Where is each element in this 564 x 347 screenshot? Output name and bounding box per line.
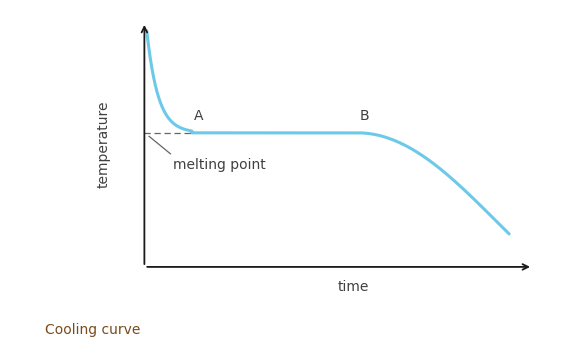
Text: time: time (337, 280, 368, 294)
Text: Cooling curve: Cooling curve (45, 323, 140, 337)
Text: temperature: temperature (97, 101, 111, 188)
Text: A: A (194, 109, 204, 122)
Text: melting point: melting point (173, 158, 266, 172)
Text: B: B (360, 109, 369, 122)
